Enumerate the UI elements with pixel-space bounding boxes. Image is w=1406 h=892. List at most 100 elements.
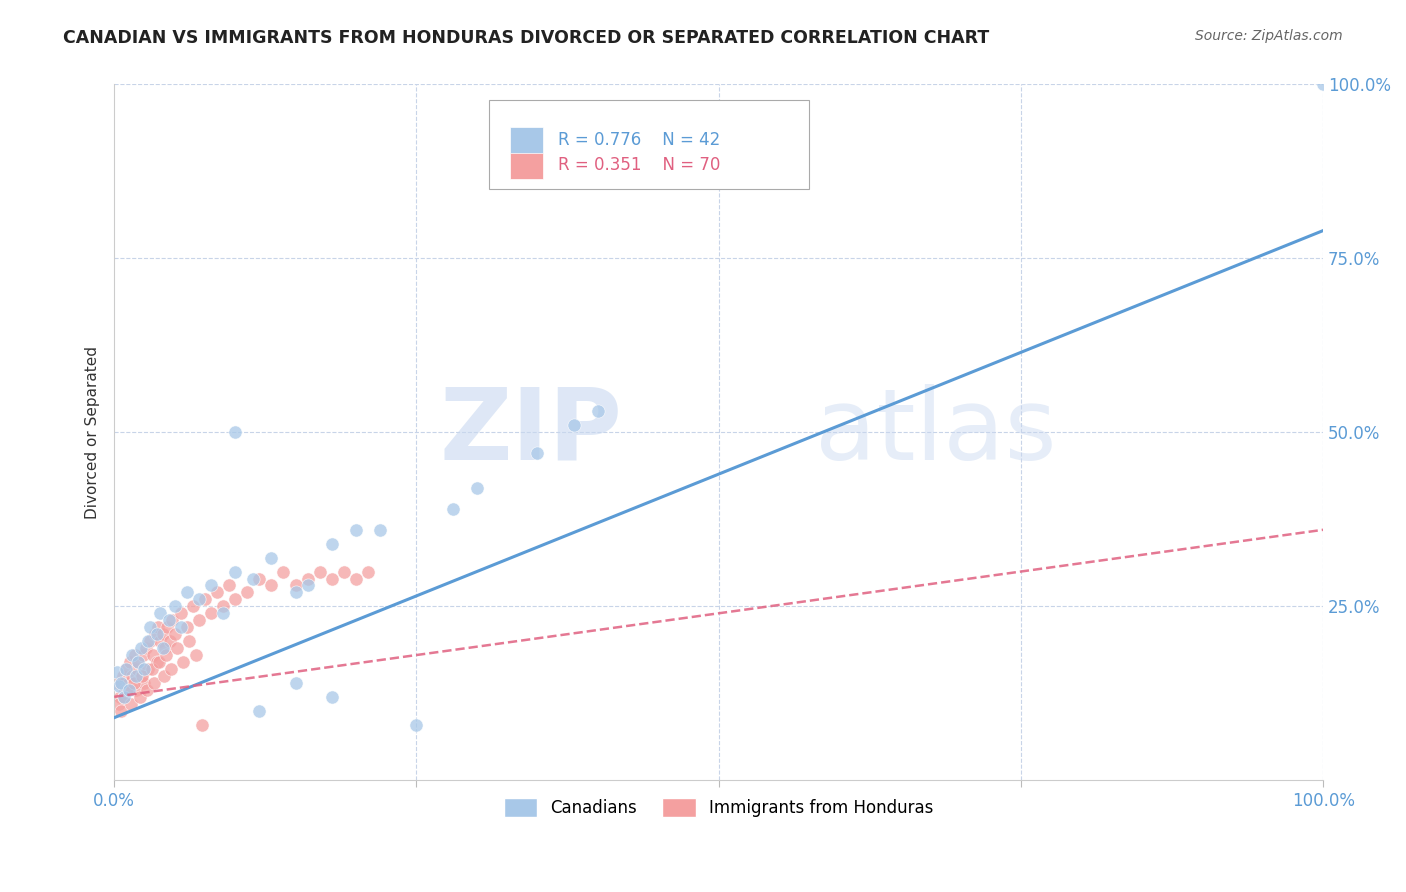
Point (155, 648, 177, 662)
Point (148, 655, 170, 669)
Point (121, 648, 143, 662)
Point (176, 620, 198, 634)
Point (117, 682, 139, 697)
Point (129, 669, 152, 683)
Point (160, 613, 183, 627)
Point (111, 669, 134, 683)
Point (142, 648, 165, 662)
Point (110, 676, 132, 690)
Point (143, 627, 166, 641)
Point (159, 634, 181, 648)
Point (170, 620, 193, 634)
Bar (509, 127, 543, 153)
Text: R = 0.351    N = 70: R = 0.351 N = 70 (558, 156, 720, 174)
Point (118, 655, 141, 669)
Point (562, 418, 585, 433)
Point (586, 404, 609, 418)
Point (112, 690, 135, 704)
Point (121, 669, 143, 683)
Point (176, 585, 198, 599)
Bar (509, 153, 543, 179)
Point (129, 641, 152, 656)
Point (321, 537, 343, 551)
Point (127, 655, 149, 669)
Point (124, 648, 146, 662)
Point (260, 578, 283, 592)
Point (284, 585, 307, 599)
Point (136, 662, 159, 676)
Point (145, 655, 167, 669)
Point (163, 599, 186, 614)
Point (465, 481, 488, 495)
Point (273, 565, 295, 579)
Point (344, 572, 367, 586)
Point (156, 620, 179, 634)
Legend: Canadians, Immigrants from Honduras: Canadians, Immigrants from Honduras (498, 791, 941, 824)
Point (247, 572, 270, 586)
Point (205, 585, 228, 599)
Point (105, 665, 128, 680)
Point (118, 682, 141, 697)
Point (135, 682, 157, 697)
Point (157, 613, 180, 627)
Point (149, 634, 172, 648)
Point (128, 690, 150, 704)
Point (149, 607, 172, 621)
Point (118, 676, 141, 690)
Point (110, 690, 132, 704)
Point (191, 717, 214, 731)
Point (224, 592, 246, 607)
Point (260, 550, 283, 565)
Point (321, 572, 343, 586)
Point (141, 662, 163, 676)
Point (321, 690, 343, 704)
Point (186, 648, 208, 662)
Point (163, 627, 186, 641)
Point (160, 662, 183, 676)
Point (125, 682, 148, 697)
Point (146, 620, 169, 634)
Point (107, 676, 129, 690)
Point (114, 682, 136, 697)
Point (153, 641, 176, 656)
Point (166, 641, 188, 656)
Point (152, 641, 174, 656)
Point (131, 669, 153, 683)
Point (212, 599, 235, 614)
Point (526, 446, 548, 460)
Point (108, 679, 131, 693)
FancyBboxPatch shape (489, 100, 810, 189)
Point (170, 607, 193, 621)
Point (181, 599, 204, 614)
Point (110, 704, 132, 718)
Point (297, 572, 319, 586)
Point (212, 607, 235, 621)
Point (145, 627, 167, 641)
Point (187, 592, 209, 607)
Point (172, 655, 194, 669)
Point (134, 662, 156, 676)
Point (143, 676, 166, 690)
Point (115, 662, 138, 676)
Y-axis label: Divorced or Separated: Divorced or Separated (86, 346, 100, 519)
Point (297, 578, 319, 592)
Point (139, 620, 162, 634)
Point (236, 585, 259, 599)
Point (115, 662, 138, 676)
Text: R = 0.776    N = 42: R = 0.776 N = 42 (558, 131, 720, 149)
Point (112, 690, 135, 704)
Point (224, 425, 246, 440)
Point (122, 676, 145, 690)
Point (284, 676, 307, 690)
Point (368, 523, 391, 537)
Point (187, 613, 209, 627)
Point (134, 676, 156, 690)
Point (152, 669, 174, 683)
Point (136, 634, 159, 648)
Point (127, 655, 149, 669)
Point (200, 607, 222, 621)
Point (127, 662, 149, 676)
Point (441, 502, 464, 516)
Point (120, 697, 142, 711)
Point (284, 578, 307, 592)
